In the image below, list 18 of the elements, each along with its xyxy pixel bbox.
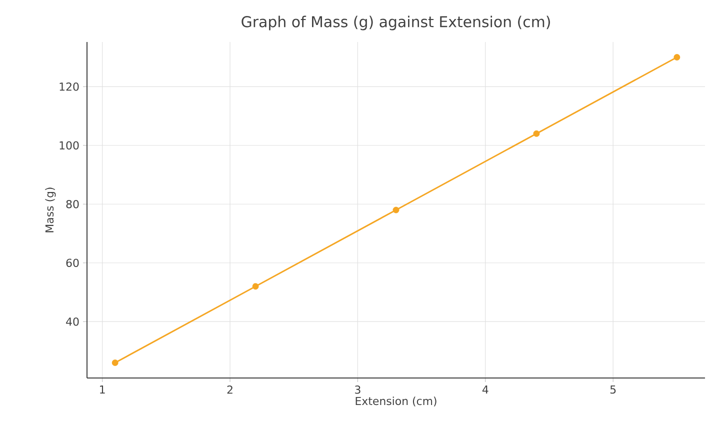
y-axis-title: Mass (g) — [45, 188, 56, 232]
x-tick-label: 4 — [482, 386, 488, 394]
x-tick-label: 3 — [355, 386, 360, 394]
y-tick-label: 40 — [66, 317, 79, 326]
point — [252, 283, 259, 290]
point — [674, 54, 680, 61]
x-tick-label: 1 — [100, 386, 105, 394]
y-tick-label: 120 — [60, 82, 79, 91]
point — [112, 359, 118, 366]
y-tick-label: 80 — [66, 200, 79, 208]
x-axis-title: Extension (cm) — [356, 396, 436, 406]
x-tick-label: 2 — [227, 386, 232, 394]
chart-title: Graph of Mass (g) against Extension (cm) — [242, 16, 550, 30]
y-tick-label: 100 — [60, 141, 79, 150]
point — [533, 130, 540, 137]
y-tick-label: 60 — [66, 258, 79, 268]
x-tick-label: 5 — [610, 386, 616, 394]
point — [392, 206, 400, 214]
